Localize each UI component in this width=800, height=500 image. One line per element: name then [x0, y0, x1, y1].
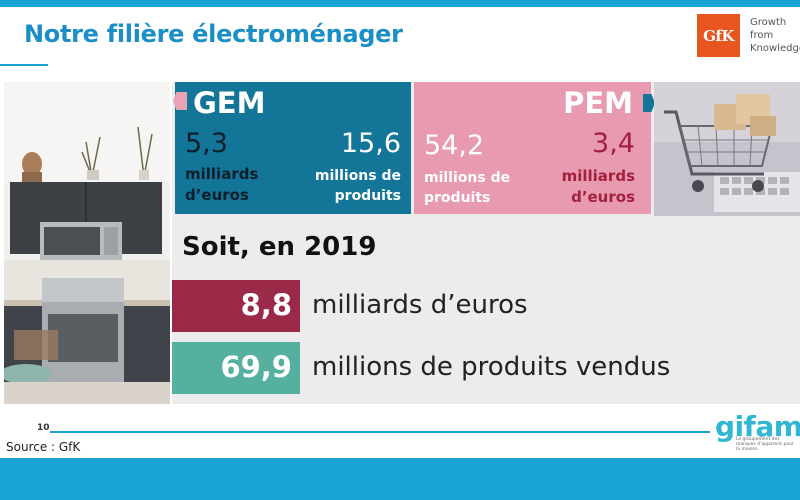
pem-title: PEM — [563, 86, 633, 120]
unit-line: d’euros — [571, 188, 635, 206]
gifam-tagline: Le groupement des marques d’appareils po… — [736, 437, 794, 452]
gem-title: GEM — [193, 86, 266, 120]
total-products-box: 69,9 — [172, 342, 300, 394]
pem-value-products: 54,2 — [424, 130, 485, 161]
shopping-cart-photo — [654, 82, 800, 216]
gem-panel: GEM 5,3 milliards d’euros 15,6 millions … — [173, 82, 411, 214]
gem-value-products: 15,6 — [340, 128, 401, 159]
gem-unit-euros: milliards d’euros — [185, 164, 258, 206]
pem-panel: PEM 54,2 millions de produits 3,4 millia… — [414, 82, 655, 214]
hexagon-icon — [173, 92, 187, 110]
total-euros-label: milliards d’euros — [312, 290, 528, 320]
pem-unit-euros: milliards d’euros — [562, 166, 635, 208]
bottom-accent-bar — [0, 458, 800, 500]
pem-unit-products: millions de produits — [424, 168, 510, 208]
gem-value-euros: 5,3 — [185, 128, 228, 159]
gfk-tagline-line: Knowledge — [750, 43, 800, 54]
gfk-logo: GfK — [697, 14, 740, 57]
page-number: 10 — [37, 423, 50, 433]
pem-value-euros: 3,4 — [592, 128, 635, 159]
source-note: Source : GfK — [6, 440, 81, 454]
gfk-tagline-line: Growth — [750, 17, 787, 28]
unit-line: produits — [334, 188, 401, 204]
unit-line: d’euros — [185, 186, 249, 204]
total-products-label: millions de produits vendus — [312, 352, 671, 382]
gem-unit-products: millions de produits — [315, 166, 401, 206]
footer-divider — [50, 431, 710, 433]
top-accent-bar — [0, 0, 800, 7]
gfk-logo-text: GfK — [703, 26, 734, 45]
kitchen-photo — [4, 82, 170, 404]
gfk-tagline: Growth from Knowledge — [750, 16, 800, 55]
unit-line: produits — [424, 190, 491, 206]
total-euros-value: 8,8 — [240, 288, 292, 322]
slide-title: Notre filière électroménager — [24, 20, 403, 48]
unit-line: millions de — [424, 170, 511, 186]
unit-line: milliards — [561, 167, 635, 185]
total-euros-box: 8,8 — [172, 280, 300, 332]
gfk-tagline-line: from — [750, 30, 774, 41]
unit-line: milliards — [185, 165, 259, 183]
summary-heading: Soit, en 2019 — [182, 232, 377, 262]
gifam-logo: gifam — [715, 410, 800, 443]
title-underline — [0, 64, 48, 66]
hexagon-icon — [643, 94, 655, 112]
total-products-value: 69,9 — [220, 350, 292, 384]
unit-line: millions de — [314, 168, 401, 184]
